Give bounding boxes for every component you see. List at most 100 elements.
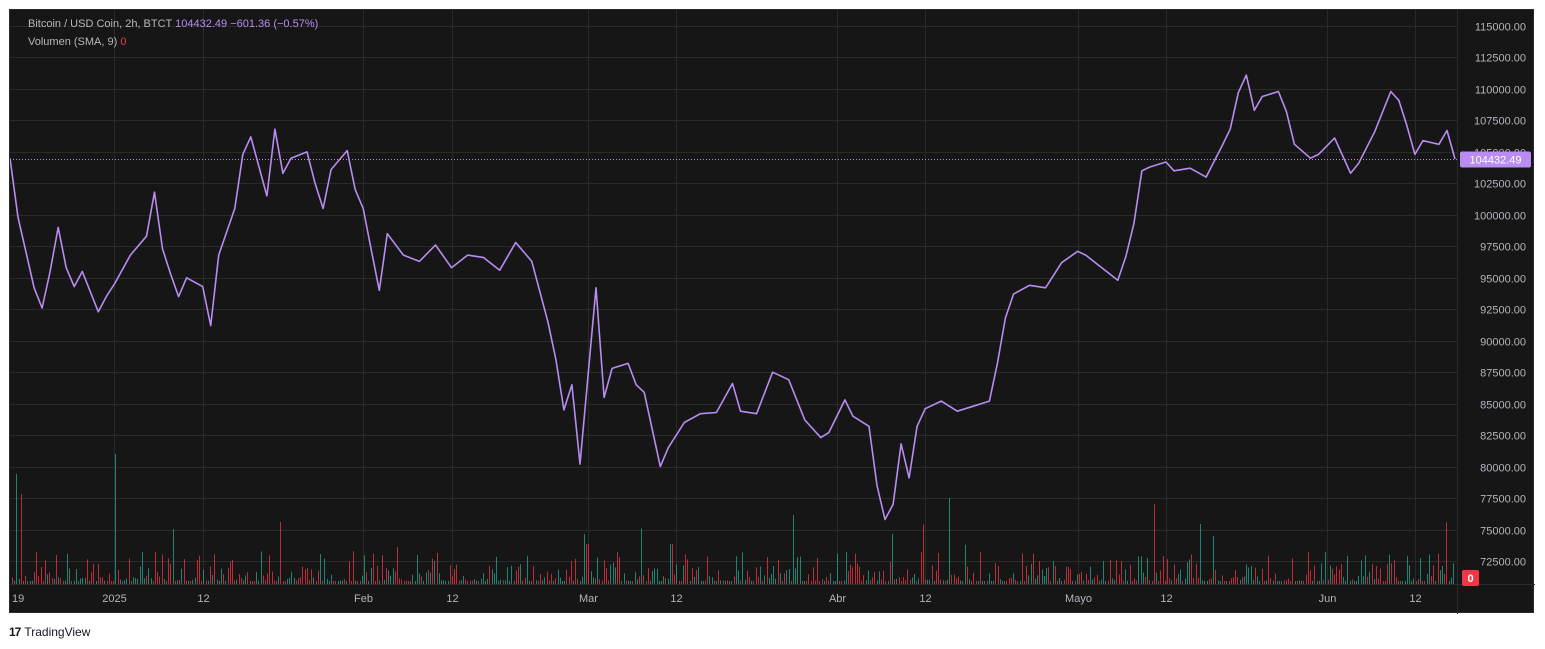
y-tick-label: 112500.00 <box>1475 53 1526 65</box>
volume-bar <box>703 580 704 584</box>
volume-bar <box>714 580 715 584</box>
volume-bar <box>551 573 552 584</box>
volume-bar <box>679 580 680 584</box>
tradingview-brand: TradingView <box>24 625 91 639</box>
volume-bar <box>267 573 268 584</box>
volume-bar <box>19 578 20 584</box>
volume-bar <box>718 570 719 584</box>
volume-bar <box>1143 572 1144 584</box>
volume-bar <box>63 580 64 584</box>
volume-bar <box>351 580 352 584</box>
volume-bar <box>124 580 125 584</box>
volume-bar <box>855 553 856 584</box>
volume-bar <box>1088 579 1089 584</box>
volume-bar <box>951 574 952 584</box>
volume-bar <box>1240 580 1241 584</box>
volume-bar <box>808 574 809 584</box>
volume-bar <box>850 564 851 584</box>
volume-bar <box>38 576 39 584</box>
volume-bar <box>206 580 207 584</box>
volume-bar <box>93 563 94 584</box>
volume-bar <box>1321 563 1322 584</box>
volume-bar <box>1200 524 1201 584</box>
volume-bar <box>505 580 506 584</box>
time-axis[interactable]: 19 2025 12 Feb 12 Mar 12 Abr 12 Mayo 12 Jun 12 <box>12 593 1422 605</box>
volume-bar <box>844 580 845 584</box>
x-tick-label: 12 <box>446 593 458 605</box>
volume-bar <box>872 577 873 584</box>
volume-bar <box>1224 580 1225 584</box>
volume-bar <box>635 572 636 584</box>
price-chart[interactable]: 115000.00112500.00110000.00107500.001050… <box>10 10 1535 614</box>
volume-bar <box>643 575 644 584</box>
volume-bar <box>998 565 999 584</box>
volume-bar <box>782 580 783 584</box>
volume-bar <box>621 581 622 584</box>
volume-bar <box>428 570 429 584</box>
price-axis[interactable]: 115000.00112500.00110000.00107500.001050… <box>1474 22 1526 569</box>
volume-bar <box>1336 566 1337 584</box>
volume-bar <box>467 580 468 584</box>
volume-bar <box>1273 580 1274 584</box>
volume-bar <box>278 576 279 584</box>
volume-bar <box>529 580 530 584</box>
y-tick-label: 80000.00 <box>1480 463 1526 475</box>
volume-bar <box>736 556 737 584</box>
volume-bar <box>421 576 422 584</box>
tradingview-attribution[interactable]: 17 TradingView <box>9 624 90 640</box>
chart-panel[interactable]: 115000.00112500.00110000.00107500.001050… <box>9 9 1535 614</box>
volume-bar <box>173 529 174 584</box>
volume-bar <box>417 554 418 584</box>
volume-bar <box>1156 572 1157 584</box>
volume-bar <box>1281 580 1282 584</box>
volume-bar <box>1347 556 1348 584</box>
volume-bar <box>760 566 761 584</box>
volume-bar <box>1182 580 1183 584</box>
volume-bar <box>1090 566 1091 584</box>
volume-bar <box>1398 580 1399 584</box>
volume-bar <box>696 570 697 584</box>
volume-bar <box>340 580 341 584</box>
volume-bar <box>912 577 913 584</box>
y-tick-label: 77500.00 <box>1480 494 1526 506</box>
volume-bar <box>1303 580 1304 584</box>
volume-bar <box>1284 580 1285 584</box>
volume-bar <box>1094 577 1095 584</box>
volume-bar <box>802 580 803 584</box>
volume-bar <box>78 581 79 584</box>
volume-bar <box>1099 580 1100 584</box>
symbol-legend[interactable]: Bitcoin / USD Coin, 2h, BTCT 104432.49 −… <box>28 18 318 30</box>
volume-bar <box>949 497 950 584</box>
volume-bar <box>472 580 473 584</box>
volume-bar <box>628 580 629 584</box>
volume-legend[interactable]: Volumen (SMA, 9) 0 <box>28 36 126 48</box>
volume-bar <box>85 577 86 584</box>
volume-bar <box>45 560 46 584</box>
volume-bar <box>896 578 897 584</box>
volume-bar <box>375 580 376 584</box>
volume-bar <box>881 579 882 584</box>
volume-bar <box>632 580 633 584</box>
volume-bar <box>309 580 310 584</box>
volume-bar <box>1022 553 1023 584</box>
volume-bar <box>342 580 343 584</box>
volume-bar <box>749 576 750 584</box>
volume-bar <box>1024 580 1025 584</box>
volume-bar <box>1334 574 1335 584</box>
volume-bar <box>954 574 955 584</box>
volume-bar <box>496 556 497 584</box>
x-tick-label: 12 <box>919 593 931 605</box>
volume-bar <box>316 580 317 584</box>
volume-bar <box>863 575 864 584</box>
symbol-title: Bitcoin / USD Coin, 2h, BTCT <box>28 18 173 30</box>
volume-bar <box>1314 565 1315 584</box>
volume-bar <box>503 580 504 584</box>
volume-bar <box>243 580 244 584</box>
volume-bar <box>294 577 295 584</box>
volume-bar <box>115 454 116 584</box>
volume-bar <box>221 568 222 584</box>
volume-bar <box>538 580 539 584</box>
volume-bar <box>448 580 449 584</box>
volume-bar <box>14 580 15 584</box>
volume-bar <box>265 580 266 584</box>
